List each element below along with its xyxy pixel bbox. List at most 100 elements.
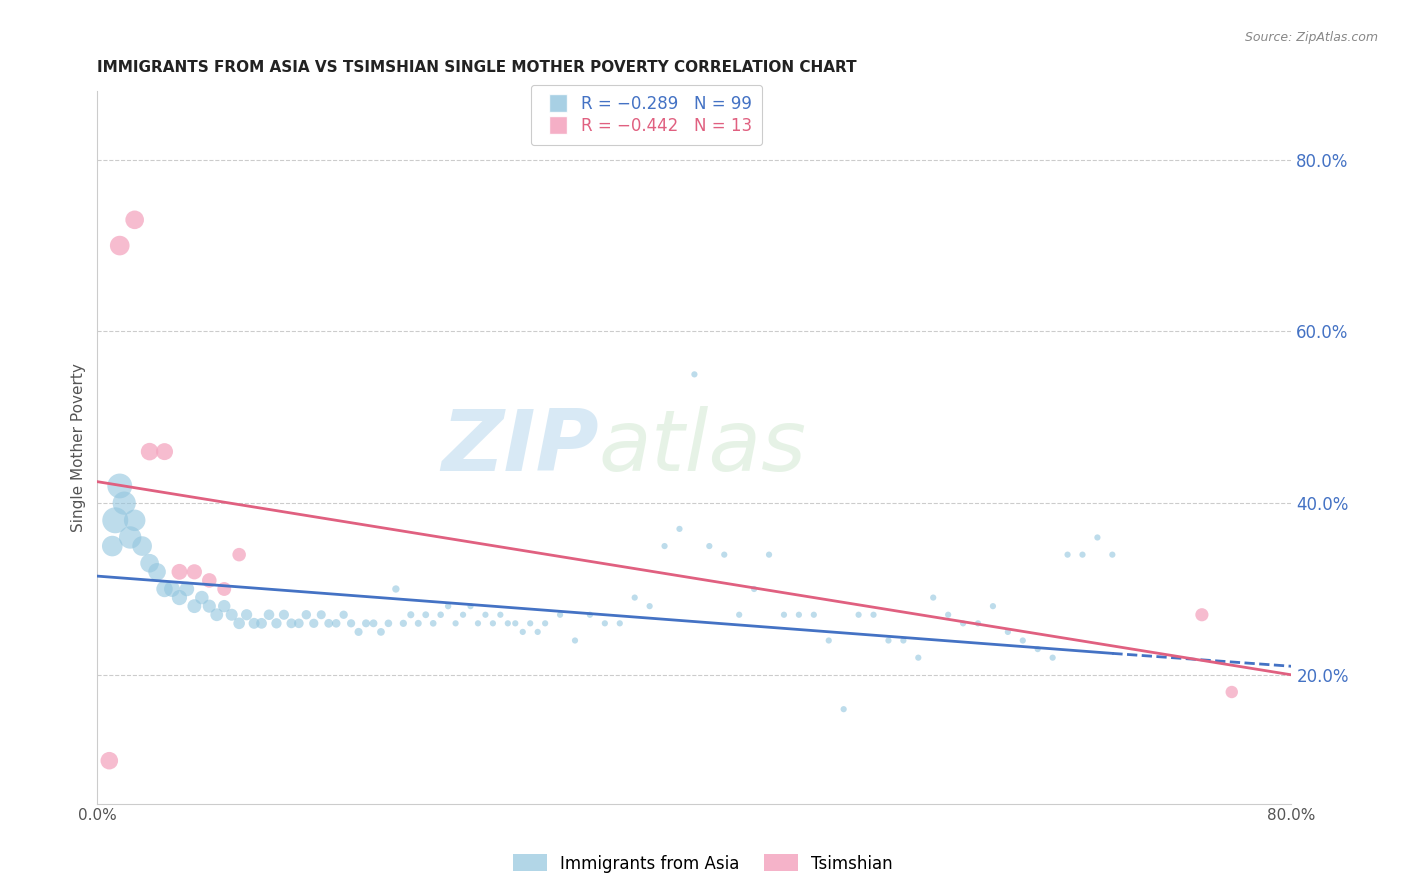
Point [138,556,160,570]
Point [758,548,780,562]
Y-axis label: Single Mother Poverty: Single Mother Poverty [72,363,86,532]
Point [437,599,460,614]
Point [385,582,408,596]
Point [101,539,124,553]
Point [399,607,422,622]
Point [406,616,429,631]
Point [893,633,915,648]
Point [205,607,228,622]
Point [579,607,602,622]
Point [728,607,751,622]
Point [183,565,205,579]
Point [460,599,482,614]
Legend: R = −0.289   N = 99, R = −0.442   N = 13: R = −0.289 N = 99, R = −0.442 N = 13 [531,85,762,145]
Point [212,582,235,596]
Point [354,616,377,631]
Point [302,616,325,631]
Point [444,616,467,631]
Point [1191,607,1213,622]
Point [922,591,945,605]
Point [967,616,990,631]
Point [266,616,288,631]
Point [1042,650,1064,665]
Point [295,607,318,622]
Point [176,582,198,596]
Point [198,574,221,588]
Point [519,616,541,631]
Point [787,607,810,622]
Point [564,633,586,648]
Point [817,633,839,648]
Point [146,565,169,579]
Point [482,616,505,631]
Point [124,513,146,527]
Point [108,479,131,493]
Point [832,702,855,716]
Point [742,582,765,596]
Point [235,607,257,622]
Point [288,616,311,631]
Point [183,599,205,614]
Point [104,513,127,527]
Point [153,444,176,458]
Point [668,522,690,536]
Point [243,616,266,631]
Point [683,368,706,382]
Point [623,591,645,605]
Text: IMMIGRANTS FROM ASIA VS TSIMSHIAN SINGLE MOTHER POVERTY CORRELATION CHART: IMMIGRANTS FROM ASIA VS TSIMSHIAN SINGLE… [97,60,858,75]
Point [363,616,385,631]
Point [212,599,235,614]
Point [112,496,135,510]
Point [169,565,191,579]
Point [257,607,280,622]
Point [108,238,131,252]
Point [1011,633,1033,648]
Point [124,212,146,227]
Text: atlas: atlas [599,406,807,489]
Point [489,607,512,622]
Point [1056,548,1078,562]
Point [392,616,415,631]
Point [654,539,676,553]
Point [773,607,796,622]
Point [1026,642,1049,657]
Point [526,624,548,639]
Point [332,607,354,622]
Point [1071,548,1094,562]
Point [609,616,631,631]
Point [467,616,489,631]
Point [862,607,884,622]
Point [160,582,183,596]
Legend: Immigrants from Asia, Tsimshian: Immigrants from Asia, Tsimshian [506,847,900,880]
Point [191,591,214,605]
Point [474,607,496,622]
Point [848,607,870,622]
Point [228,548,250,562]
Point [997,624,1019,639]
Point [153,582,176,596]
Text: Source: ZipAtlas.com: Source: ZipAtlas.com [1244,31,1378,45]
Point [877,633,900,648]
Point [952,616,974,631]
Point [377,616,399,631]
Point [1087,531,1109,545]
Point [429,607,451,622]
Point [221,607,243,622]
Point [534,616,557,631]
Point [936,607,959,622]
Point [228,616,250,631]
Point [309,607,332,622]
Point [138,444,160,458]
Point [169,591,191,605]
Point [280,616,302,631]
Point [713,548,735,562]
Point [120,531,142,545]
Point [347,624,370,639]
Point [593,616,616,631]
Point [1220,685,1243,699]
Point [98,754,121,768]
Point [451,607,474,622]
Point [250,616,273,631]
Point [370,624,392,639]
Point [131,539,153,553]
